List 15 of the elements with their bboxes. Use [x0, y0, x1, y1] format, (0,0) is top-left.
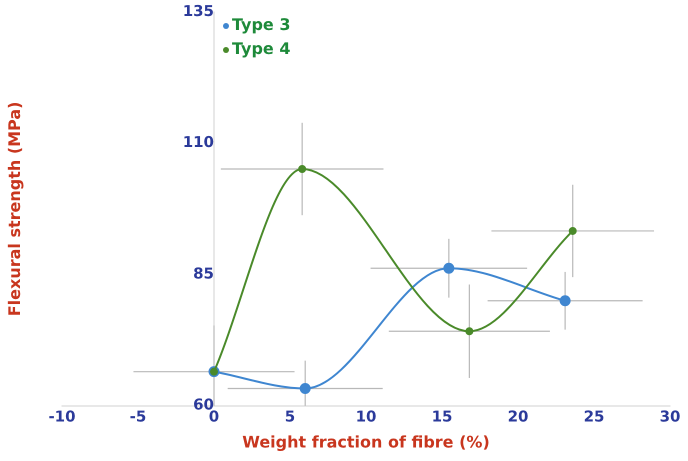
legend-label: Type 3	[232, 15, 290, 34]
y-axis-title: Flexural strength (MPa)	[5, 102, 24, 316]
x-tick-label: 20	[508, 408, 528, 426]
x-tick-label: 15	[432, 408, 452, 426]
y-tick-label: 110	[182, 133, 214, 152]
x-tick-label: 5	[284, 408, 296, 426]
x-tick-label: 10	[356, 408, 376, 426]
y-tick-label: 135	[182, 2, 214, 20]
y-tick-label: 85	[193, 264, 214, 282]
x-axis-title: Weight fraction of fibre (%)	[242, 432, 490, 452]
x-tick-label: 30	[660, 408, 680, 426]
legend-label: Type 4	[232, 39, 290, 58]
x-tick-label: 25	[584, 408, 604, 426]
x-tick-label: -10	[48, 408, 76, 426]
x-tick-label: -5	[130, 408, 146, 426]
